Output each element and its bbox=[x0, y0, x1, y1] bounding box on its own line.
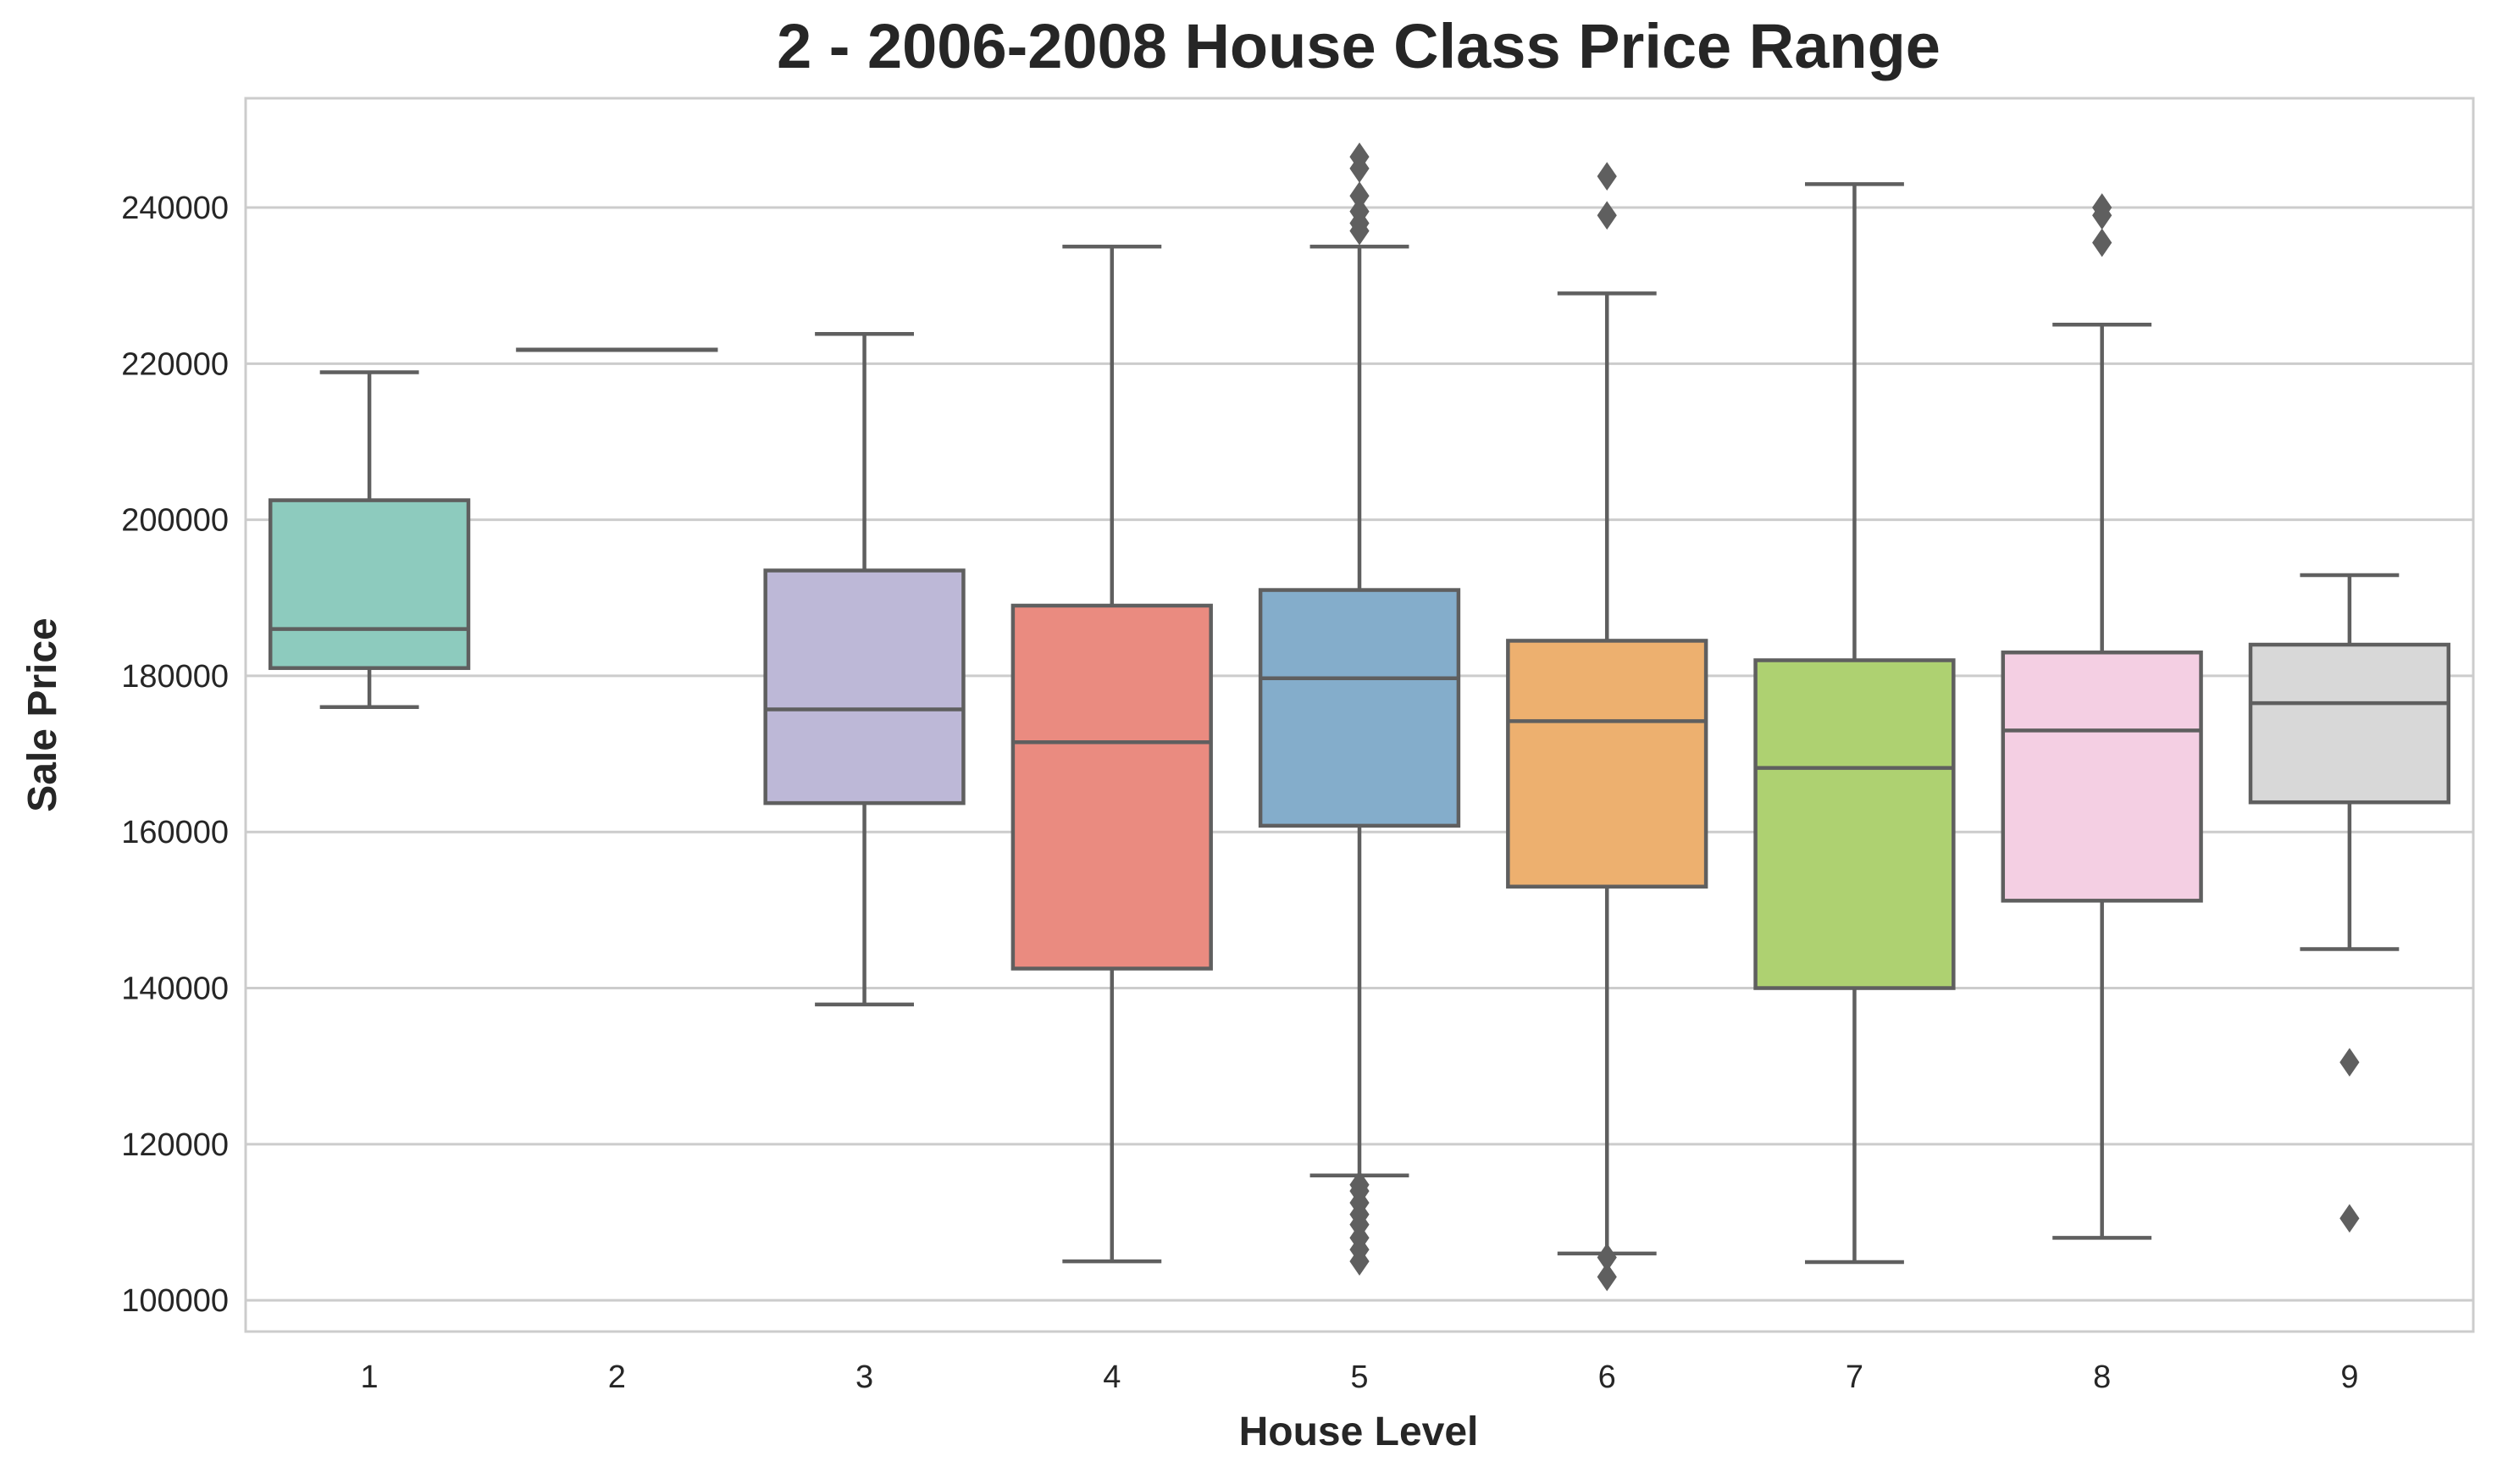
box-iqr bbox=[2001, 651, 2203, 903]
chart-title: 2 - 2006-2008 House Class Price Range bbox=[777, 11, 1941, 81]
outlier-point bbox=[1597, 201, 1617, 230]
y-axis-label: Sale Price bbox=[20, 617, 65, 812]
outlier-point bbox=[1349, 197, 1370, 226]
box-group-5 bbox=[1258, 142, 1461, 1276]
outlier-point bbox=[1597, 1262, 1617, 1292]
box-group-4 bbox=[1010, 244, 1213, 1264]
box-iqr bbox=[1753, 658, 1956, 990]
outlier-point bbox=[1349, 1170, 1370, 1199]
x-tick-label: 6 bbox=[1598, 1359, 1616, 1395]
plot-frame bbox=[244, 97, 2475, 1333]
y-tick-label: 160000 bbox=[121, 815, 229, 850]
outlier-point bbox=[2339, 1048, 2360, 1077]
box-iqr bbox=[268, 498, 471, 670]
y-tick-label: 140000 bbox=[121, 972, 229, 1007]
y-tick-label: 120000 bbox=[121, 1127, 229, 1163]
x-tick-label: 9 bbox=[2340, 1359, 2358, 1395]
x-axis-label: House Level bbox=[1239, 1409, 1479, 1454]
outlier-point bbox=[1597, 162, 1617, 191]
outlier-point bbox=[2339, 1204, 2360, 1233]
box-layer bbox=[268, 142, 2451, 1292]
x-tick-label: 2 bbox=[608, 1359, 626, 1395]
y-tick-label: 200000 bbox=[121, 503, 229, 539]
outlier-point bbox=[1349, 181, 1370, 211]
x-tick-label: 3 bbox=[855, 1359, 873, 1395]
x-tick-label: 5 bbox=[1350, 1359, 1368, 1395]
box-group-9 bbox=[2248, 573, 2451, 1233]
box-group-8 bbox=[2001, 193, 2203, 1240]
box-iqr bbox=[2248, 642, 2451, 805]
y-tick-label: 240000 bbox=[121, 191, 229, 226]
y-tick-labels: 100000 120000 140000 160000 180000 200000 2200… bbox=[121, 191, 229, 1319]
x-tick-label: 8 bbox=[2093, 1359, 2111, 1395]
box-group-7 bbox=[1753, 182, 1956, 1265]
x-tick-label: 4 bbox=[1103, 1359, 1121, 1395]
box-iqr bbox=[1506, 639, 1708, 889]
box-iqr bbox=[1258, 588, 1461, 828]
y-tick-label: 180000 bbox=[121, 659, 229, 695]
y-tick-label: 100000 bbox=[121, 1283, 229, 1319]
x-tick-labels: 1 2 3 4 5 6 7 8 9 bbox=[361, 1359, 2359, 1395]
box-group-6 bbox=[1506, 162, 1708, 1292]
box-group-3 bbox=[763, 332, 966, 1007]
outlier-point bbox=[2092, 193, 2112, 222]
box-group-2 bbox=[516, 347, 718, 352]
box-iqr bbox=[1010, 603, 1213, 971]
box-group-1 bbox=[268, 370, 471, 710]
outlier-point bbox=[1597, 1243, 1617, 1272]
x-tick-label: 1 bbox=[361, 1359, 379, 1395]
box-iqr bbox=[763, 568, 966, 806]
y-tick-label: 220000 bbox=[121, 346, 229, 382]
outlier-point bbox=[1349, 142, 1370, 171]
outlier-point bbox=[2092, 228, 2112, 257]
x-tick-label: 7 bbox=[1846, 1359, 1863, 1395]
